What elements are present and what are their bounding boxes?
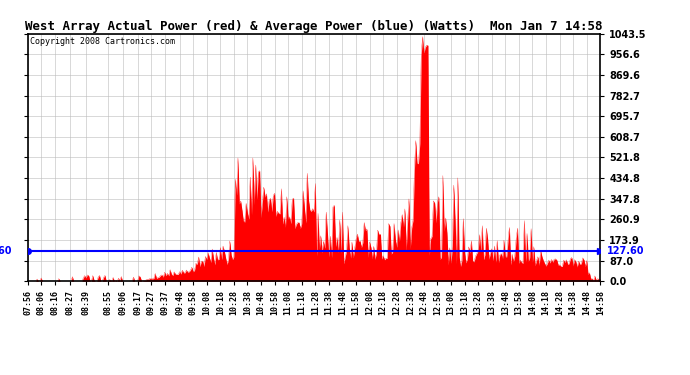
Text: Copyright 2008 Cartronics.com: Copyright 2008 Cartronics.com <box>30 38 175 46</box>
Text: 127.60: 127.60 <box>607 246 644 256</box>
Title: West Array Actual Power (red) & Average Power (blue) (Watts)  Mon Jan 7 14:58: West Array Actual Power (red) & Average … <box>26 20 602 33</box>
Text: 127.60: 127.60 <box>0 246 12 256</box>
